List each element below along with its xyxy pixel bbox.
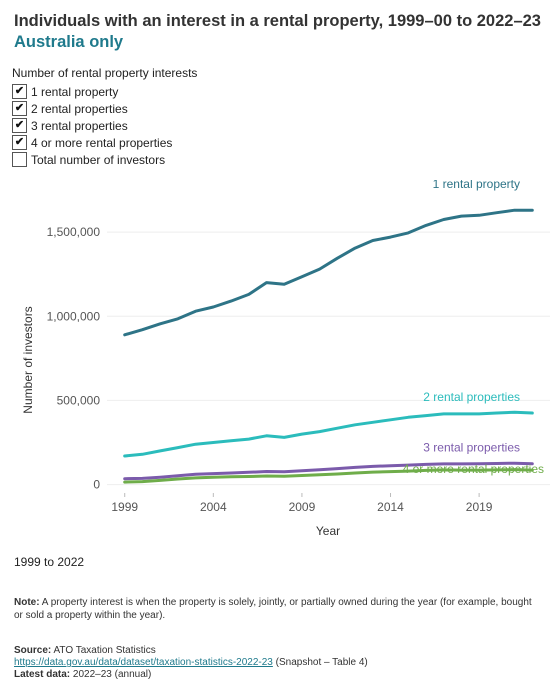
note-label: Note: [14,597,40,608]
filter-item-label: 3 rental properties [31,118,128,133]
filter-item-label: 1 rental property [31,84,119,99]
filter-item[interactable]: ✔ 3 rental properties [12,117,172,134]
source-text: ATO Taxation Statistics [53,645,156,656]
checkbox-checked[interactable]: ✔ [12,135,27,150]
filter-list: ✔ 1 rental property ✔ 2 rental properties ✔ 3… [12,83,172,168]
date-range-text: 1999 to 2022 [14,555,85,569]
y-tick-label: 1,500,000 [47,225,101,239]
source-label: Source: [14,645,52,656]
x-tick-label: 2009 [289,500,316,514]
y-tick-label: 500,000 [57,393,101,407]
filter-item-label: Total number of investors [31,152,166,167]
series-label: 3 rental properties [423,441,520,455]
x-axis-title: Year [316,524,340,538]
x-tick-label: 2004 [200,500,227,514]
line-chart: 0 500,000 1,000,000 1,500,000 1999 2004 2009 20… [21,180,550,538]
checkbox-checked[interactable]: ✔ [12,118,27,133]
page-subtitle: Australia only [14,33,124,51]
filter-item[interactable]: ✔ 1 rental property [12,83,172,100]
filter-title: Number of rental property interests [12,66,198,80]
checkbox-unchecked[interactable] [12,152,27,167]
x-tick-label: 2019 [466,500,493,514]
note-text: A property interest is when the property… [14,597,532,621]
source-block: Source: ATO Taxation Statistics https://… [14,645,368,681]
x-tick-label: 2014 [377,500,404,514]
checkbox-checked[interactable]: ✔ [12,84,27,99]
y-tick-label: 0 [93,478,100,492]
chart-series-labels: 1 rental property 2 rental properties 3 re… [403,180,544,476]
chart-note: Note: A property interest is when the pr… [14,596,534,622]
series-line[interactable] [123,461,534,481]
chart-ticks: 0 500,000 1,000,000 1,500,000 1999 2004 2009 20… [47,225,493,514]
latest-data-label: Latest data: [14,669,71,680]
series-line[interactable] [123,468,534,484]
chart-series [123,208,534,484]
filter-item[interactable]: Total number of investors [12,151,172,168]
source-link[interactable]: https://data.gov.au/data/dataset/taxatio… [14,657,273,668]
x-tick-label: 1999 [111,500,138,514]
series-label: 1 rental property [433,180,520,191]
series-label: 4 or more rental properties [403,462,544,476]
checkbox-checked[interactable]: ✔ [12,101,27,116]
filter-item[interactable]: ✔ 2 rental properties [12,100,172,117]
series-line[interactable] [123,208,534,337]
series-label: 2 rental properties [423,390,520,404]
y-tick-label: 1,000,000 [47,309,101,323]
latest-data-text: 2022–23 (annual) [72,669,152,680]
source-link-suffix: (Snapshot – Table 4) [275,657,368,668]
filter-item-label: 4 or more rental properties [31,135,173,150]
y-axis-title: Number of investors [21,306,35,413]
series-line[interactable] [123,410,534,458]
page-title: Individuals with an interest in a rental… [14,12,541,30]
filter-item[interactable]: ✔ 4 or more rental properties [12,134,172,151]
filter-item-label: 2 rental properties [31,101,128,116]
